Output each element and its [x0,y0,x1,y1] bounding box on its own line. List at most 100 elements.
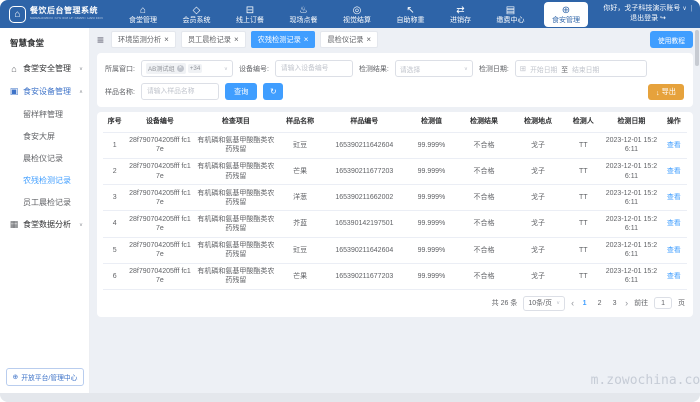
view-link[interactable]: 查看 [666,246,681,254]
pagination: 共 26 条 10条/页 ∨ ‹ 1 2 3 › 前往 1 [103,290,687,314]
date-range-picker[interactable]: ⊞ 开始日期 至 结束日期 [514,60,647,77]
cell-test-result: 不合格 [456,132,512,159]
nav-item-member-system[interactable]: ◇ 会员系统 [177,3,217,26]
sidebar-item-canteen-safety[interactable]: ⌂ 食堂安全管理 ∨ [0,57,89,80]
cell-device-number: 28f790704205fff fc17e [126,263,194,290]
nav-item-visual-checkout[interactable]: ◎ 视觉结算 [337,3,377,26]
nav-item-payment-center[interactable]: ▤ 缴费中心 [491,3,531,26]
device-monitor-icon: ▣ [9,86,19,96]
tab[interactable]: 农残检测记录 × [250,31,316,48]
page-number[interactable]: 2 [597,299,602,307]
nav-item-self-weighing[interactable]: ↖ 自助称重 [391,3,431,26]
nav-item-online-ordering[interactable]: ⊟ 线上订餐 [230,3,270,26]
goto-page-input[interactable]: 1 [654,297,672,310]
chevron-down-icon[interactable]: ∨ [682,5,687,12]
sidebar-item-data-analysis[interactable]: ▦ 食堂数据分析 ∨ [0,213,89,236]
sidebar-subitem-label: 食安大屏 [23,131,55,141]
user-menu: 你好，戈子科技演示账号 ∨ | 退出登录 ↪ [600,4,696,24]
result-select[interactable]: 请选择 ∨ [394,60,473,77]
cell-test-value: 99.999% [406,263,457,290]
nav-item-food-safety[interactable]: ⊕ 食安管理 [544,1,588,27]
sidebar: 智慧食堂 ⌂ 食堂安全管理 ∨ ▣ 食安设备管理 ∧ 留样秤管理 食安大屏 [0,28,90,393]
result-select-placeholder: 请选择 [399,66,421,74]
sidebar-subitem[interactable]: 食安大屏 [0,125,89,147]
tab[interactable]: 环境监测分析 × [111,31,176,48]
nav-item-label: 进销存 [450,16,471,24]
cell-location: 戈子 [511,158,565,186]
view-link[interactable]: 查看 [666,194,681,202]
table-row: 3 28f790704205fff fc17e 有机磷和氨基甲酸酯类农药残留 洋… [103,184,687,212]
scrollbar[interactable] [695,30,699,390]
plus-circle-icon: ⊕ [12,374,19,381]
tab-label: 员工晨检记录 [187,34,231,44]
sidebar-subitem[interactable]: 员工晨检记录 [0,191,89,213]
filter-panel: 所属窗口: AB测试组 × +34 ∨ 设备编号: 检测结果: 请选择 [97,53,693,107]
view-link[interactable]: 查看 [666,272,681,280]
close-icon[interactable]: × [233,34,239,44]
view-link[interactable]: 查看 [666,167,681,175]
export-button[interactable]: ↓ 导出 [648,84,684,100]
page-size-select[interactable]: 10条/页 ∨ [523,295,566,311]
device-number-input[interactable] [274,60,353,77]
next-page-button[interactable]: › [625,297,629,308]
prev-page-button[interactable]: ‹ [571,297,575,308]
window-multiselect[interactable]: AB测试组 × +34 ∨ [140,60,233,77]
tag-close-icon[interactable]: × [176,65,184,72]
user-greeting[interactable]: 你好，戈子科技演示账号 [603,4,681,12]
sidebar-subitem[interactable]: 留样秤管理 [0,103,89,125]
column-header: 样品编号 [321,113,407,133]
window-bottom-edge [0,393,700,402]
close-icon[interactable]: × [366,34,372,44]
nav-item-onsite-ordering[interactable]: ♨ 现场点餐 [284,3,324,26]
sample-name-input[interactable] [140,83,219,100]
end-date-placeholder[interactable]: 结束日期 [572,66,600,74]
nav-item-label: 视觉结算 [343,16,371,24]
cell-test-value: 99.999% [406,132,457,159]
nav-item-canteen-management[interactable]: ⌂ 食堂管理 [123,3,163,26]
cell-index: 2 [103,158,127,186]
nav-item-inventory[interactable]: ⇄ 进销存 [444,3,477,26]
open-platform-button[interactable]: ⊕ 开放平台/管理中心 [6,368,84,386]
page-number[interactable]: 3 [612,299,617,307]
inventory-icon: ⇄ [456,4,465,16]
sidebar-subitem[interactable]: 农残检测记录 [0,169,89,191]
search-button[interactable]: 查询 [224,83,258,100]
view-link[interactable]: 查看 [666,220,681,228]
close-icon[interactable]: × [303,34,309,44]
start-date-placeholder[interactable]: 开始日期 [530,66,558,74]
goto-suffix: 页 [678,300,685,308]
cell-device-number: 28f790704205fff fc17e [126,210,194,238]
close-icon[interactable]: × [164,34,169,44]
cell-inspector: TT [564,184,603,212]
page-number[interactable]: 1 [582,299,587,307]
table-row: 1 28f790704205fff fc17e 有机磷和氨基甲酸酯类农药残留 豇… [103,132,687,159]
top-header: ⌂ 餐饮后台管理系统 MANAGEMENT SYSTEM OF SMART CA… [0,0,700,28]
scrollbar-thumb[interactable] [695,30,699,66]
logout-link[interactable]: 退出登录 [630,15,659,22]
cell-index: 4 [103,210,127,238]
cell-sample-number: 165390211642604 [321,237,407,264]
cell-sample-number: 165390211677203 [321,158,407,186]
cell-date: 2023-12-01 15:26:11 [602,158,661,186]
table-row: 6 28f790704205fff fc17e 有机磷和氨基甲酸酯类农药残留 芒… [103,263,687,290]
help-button[interactable]: 使用教程 [649,31,693,48]
refresh-button[interactable]: ↻ [263,83,284,100]
table-row: 4 28f790704205fff fc17e 有机磷和氨基甲酸酯类农药残留 芥… [103,210,687,238]
cell-index: 1 [103,132,127,159]
chevron-down-icon: ∨ [223,65,228,72]
main-content: ≡ 环境监测分析 × 员工晨检记录 × 农残检测记录 × [90,28,700,393]
sidebar-item-food-safety-devices[interactable]: ▣ 食安设备管理 ∧ [0,80,89,103]
tab[interactable]: 员工晨检记录 × [180,31,246,48]
nav-item-label: 自助称重 [396,16,425,24]
tab[interactable]: 晨检仪记录 × [320,31,379,48]
cell-check-item: 有机磷和氨基甲酸酯类农药残留 [193,210,279,238]
tab-label: 环境监测分析 [118,34,162,44]
cell-location: 戈子 [511,210,565,238]
view-link[interactable]: 查看 [666,141,681,149]
selected-window-tag: AB测试组 × [145,63,186,74]
cell-sample-name: 洋葱 [278,184,322,212]
collapse-menu-icon[interactable]: ≡ [97,32,105,47]
sidebar-subitem[interactable]: 晨检仪记录 [0,147,89,169]
cell-device-number: 28f790704205fff fc17e [126,158,194,186]
